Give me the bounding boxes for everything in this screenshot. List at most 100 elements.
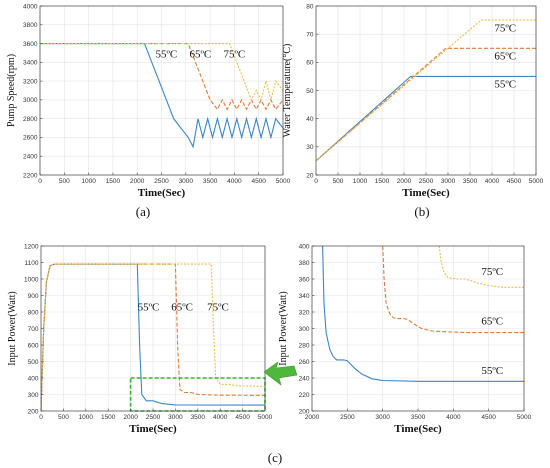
- x-tick-label: 1500: [101, 414, 116, 421]
- chart-a: 0 500 1000 1500 2000 2500 3000 3500 4000 4500 5000…: [6, 3, 291, 199]
- y-tick-label: 4000: [23, 3, 38, 10]
- y-tick-label: 800: [28, 309, 39, 316]
- zoom-arrow: [263, 361, 298, 386]
- x-tick-label: 5000: [517, 414, 532, 421]
- y-tick-label: 2800: [23, 116, 38, 123]
- x-tick-label: 4000: [213, 414, 228, 421]
- y-tick-label: 500: [28, 359, 39, 366]
- x-tick-label: 1000: [79, 414, 94, 421]
- y-tick-label: 3200: [23, 78, 38, 85]
- y-tick-label: 400: [299, 243, 310, 250]
- y-tick-label: 360: [299, 276, 310, 283]
- series-annotation: 75ºC: [224, 49, 246, 61]
- x-tick-label: 4500: [507, 178, 522, 185]
- x-tick-label: 4500: [481, 414, 496, 421]
- series-annotation: 65ºC: [171, 301, 193, 313]
- x-tick-label: 1000: [353, 178, 368, 185]
- y-tick-label: 200: [28, 408, 39, 415]
- x-tick-label: 4000: [446, 414, 461, 421]
- caption-c: (c): [268, 450, 282, 465]
- y-tick-label: 3400: [23, 60, 38, 67]
- x-axis-label: Time(Sec): [394, 423, 442, 435]
- x-tick-label: 3500: [191, 414, 206, 421]
- y-tick-label: 600: [28, 342, 39, 349]
- y-tick-label: 300: [299, 326, 310, 333]
- x-axis-label: Time(Sec): [138, 187, 186, 199]
- x-tick-label: 5000: [258, 414, 273, 421]
- y-tick-label: 30: [306, 144, 314, 151]
- x-tick-label: 3500: [203, 178, 218, 185]
- x-tick-label: 0: [39, 414, 43, 421]
- x-tick-label: 2500: [154, 178, 169, 185]
- series-line-55c: [322, 246, 524, 382]
- series-group: [316, 19, 536, 162]
- chart-c1: 0 500 1000 1500 2000 2500 3000 3500 4000 4500 5000…: [7, 243, 273, 435]
- y-tick-label: 1000: [24, 276, 39, 283]
- series-line-55c: [40, 43, 283, 149]
- x-tick-label: 2000: [305, 414, 320, 421]
- series-annotation: 55ºC: [494, 79, 516, 91]
- x-tick-label: 3000: [168, 414, 183, 421]
- x-tick-label: 500: [58, 414, 69, 421]
- y-tick-label: 70: [306, 31, 314, 38]
- x-tick-label: 500: [333, 178, 344, 185]
- y-tick-label: 2600: [23, 135, 38, 142]
- x-tick-label: 0: [314, 178, 318, 185]
- x-tick-label: 4000: [227, 178, 242, 185]
- series-group: [41, 263, 265, 411]
- y-tick-label: 2200: [23, 172, 38, 179]
- y-tick-label: 80: [306, 3, 314, 10]
- y-tick-label: 1200: [24, 243, 39, 250]
- series-line-65c: [41, 263, 265, 411]
- y-tick-label: 220: [299, 392, 310, 399]
- series-annotation: 55ºC: [155, 49, 177, 61]
- caption-b: (b): [414, 204, 429, 219]
- x-tick-label: 4500: [251, 178, 266, 185]
- chart-b: 0 500 1000 1500 2000 2500 3000 3500 4000 4500 5000…: [282, 3, 544, 199]
- x-tick-label: 5000: [276, 178, 291, 185]
- x-tick-label: 5000: [529, 178, 544, 185]
- y-axis-label: Water Temperature(°C): [282, 44, 293, 138]
- x-tick-label: 2500: [340, 414, 355, 421]
- x-tick-label: 2500: [146, 414, 161, 421]
- x-tick-label: 3500: [411, 414, 426, 421]
- x-tick-label: 2000: [397, 178, 412, 185]
- x-axis-label: Time(Sec): [129, 423, 177, 435]
- x-tick-label: 1500: [375, 178, 390, 185]
- series-annotation: 65ºC: [481, 315, 503, 327]
- y-axis-label: Pump Speed(rpm): [6, 54, 17, 127]
- y-tick-label: 3000: [23, 97, 38, 104]
- y-tick-label: 300: [28, 392, 39, 399]
- series-line-55c: [316, 75, 536, 162]
- x-tick-label: 4000: [485, 178, 500, 185]
- y-tick-label: 700: [28, 326, 39, 333]
- x-tick-label: 0: [38, 178, 42, 185]
- y-tick-label: 280: [299, 342, 310, 349]
- series-line-65c: [40, 43, 283, 111]
- chart-c2: 2000 2500 3000 3500 4000 4500 5000 200 220 240 260…: [278, 243, 532, 435]
- y-tick-label: 380: [299, 260, 310, 267]
- caption-a: (a): [136, 204, 150, 219]
- y-tick-label: 320: [299, 309, 310, 316]
- y-tick-label: 3800: [23, 22, 38, 29]
- y-tick-label: 40: [306, 116, 314, 123]
- x-tick-label: 3500: [463, 178, 478, 185]
- series-group: [40, 43, 283, 149]
- x-tick-label: 3000: [441, 178, 456, 185]
- y-tick-label: 200: [299, 408, 310, 415]
- series-line-75c: [438, 246, 524, 288]
- x-axis-label: Time(Sec): [402, 187, 450, 199]
- series-annotation: 55ºC: [138, 301, 160, 313]
- x-tick-label: 2500: [419, 178, 434, 185]
- y-tick-label: 20: [306, 172, 314, 179]
- x-tick-label: 2000: [123, 414, 138, 421]
- series-annotation: 55ºC: [481, 365, 503, 377]
- x-tick-label: 3000: [375, 414, 390, 421]
- y-tick-label: 260: [299, 359, 310, 366]
- series-line-65c: [382, 246, 524, 334]
- x-tick-label: 500: [59, 178, 70, 185]
- x-tick-label: 1500: [106, 178, 121, 185]
- series-line-75c: [41, 263, 265, 411]
- y-tick-label: 50: [306, 88, 314, 95]
